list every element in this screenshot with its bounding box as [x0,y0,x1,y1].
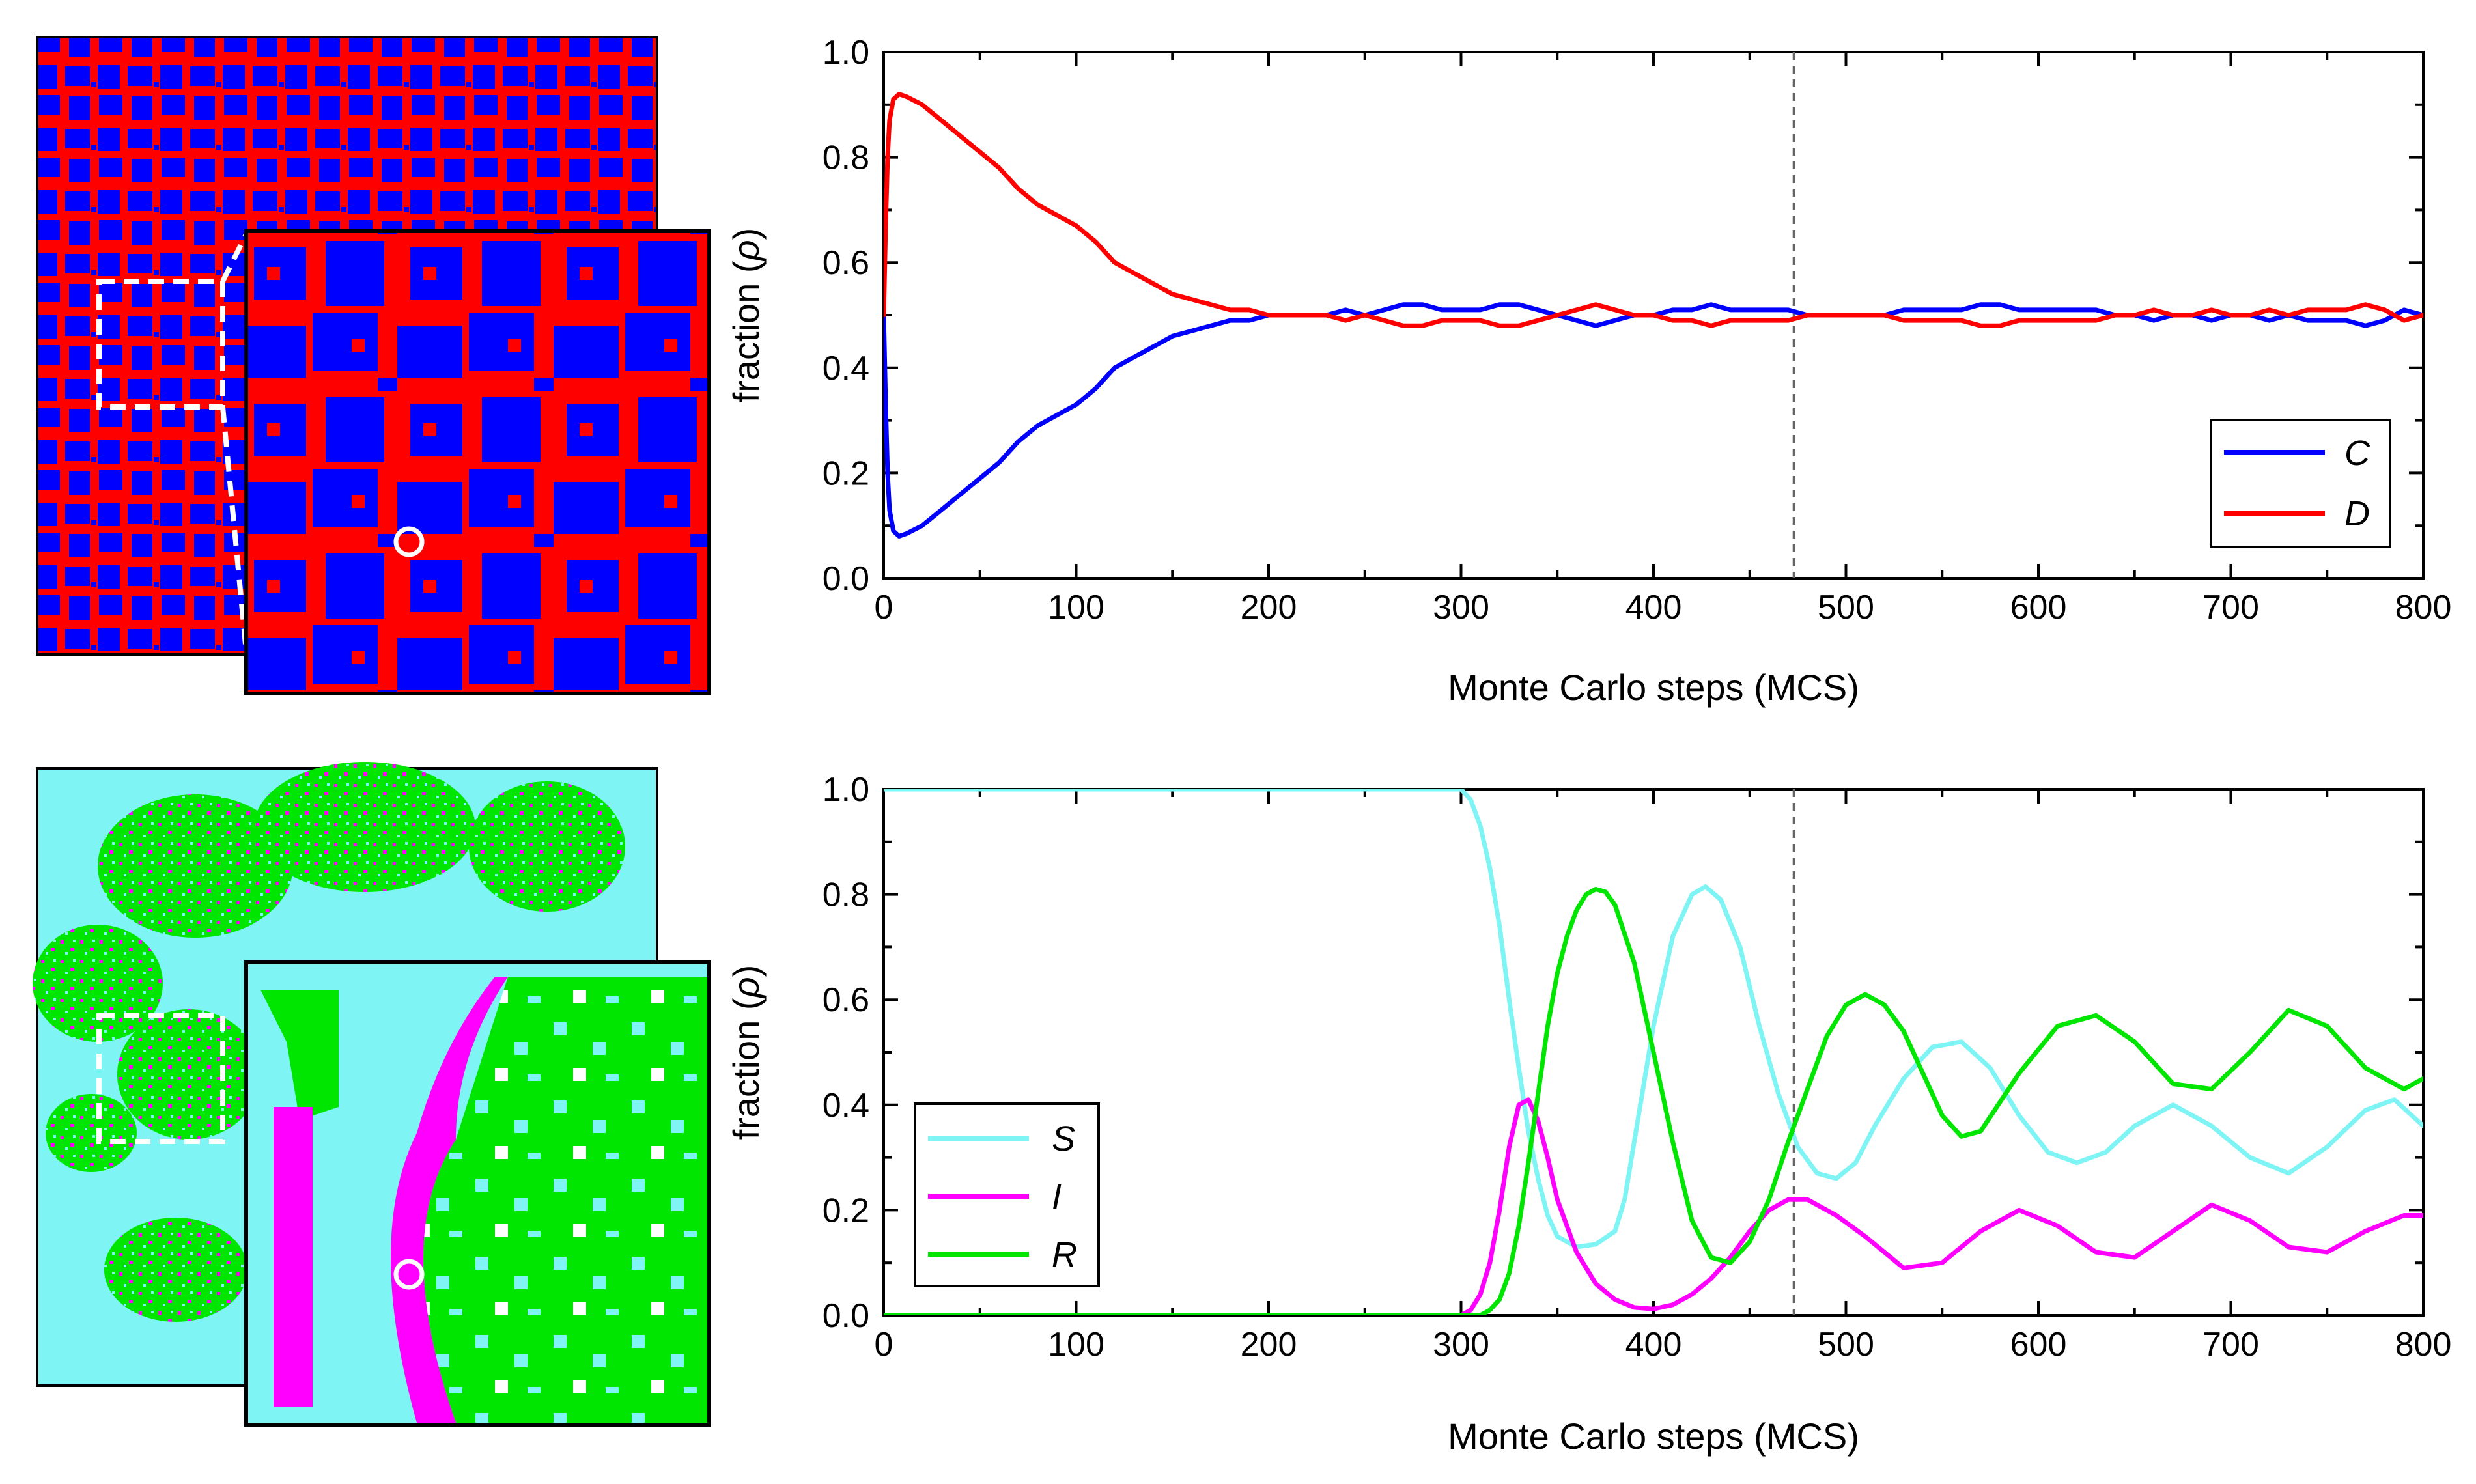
infection-cluster [104,1218,247,1322]
y-tick-label: 0.8 [823,139,869,177]
y-tick-label: 0.0 [823,1297,869,1335]
x-axis-title: Monte Carlo steps (MCS) [1448,667,1859,708]
x-tick-label: 0 [875,1326,893,1364]
y-tick-label: 1.0 [823,771,869,809]
series-line-C [884,302,2423,539]
lattice-zoom-inset [244,229,711,695]
y-tick-label: 0.0 [823,560,869,598]
infected-front [391,977,508,1423]
series-group [884,92,2423,539]
y-axis-title: fraction (ρ) [725,965,767,1140]
x-tick-label: 300 [1433,1326,1489,1364]
y-tick-label: 0.2 [823,1192,869,1229]
series-line-R [884,887,2423,1315]
chart-top: 0 100 200 300 400 500 600 700 800 0.00.20.40.60.… [725,34,2451,708]
x-tick-label: 200 [1241,589,1297,626]
legend-label-C: C [2344,434,2370,473]
x-tick-label: 600 [2010,1326,2067,1364]
focal-player-marker [393,526,425,557]
x-tick-label: 100 [1048,1326,1104,1364]
y-tick-label: 0.6 [823,244,869,282]
x-tick-label: 700 [2202,589,2259,626]
legend-label-S: S [1052,1119,1075,1158]
y-tick-label: 1.0 [823,34,869,72]
y-tick-label: 0.4 [823,1087,869,1125]
x-tick-label: 500 [1818,1326,1874,1364]
x-tick-labels: 0 100 200 300 400 500 600 700 800 [875,589,2452,626]
legend: C D [2210,419,2391,548]
x-tick-label: 0 [875,589,893,626]
x-tick-label: 600 [2010,589,2067,626]
infection-cluster [46,1094,137,1172]
infection-cluster [33,925,163,1042]
legend-label-R: R [1052,1235,1077,1274]
zoom-region-box [96,279,225,410]
x-tick-label: 800 [2395,589,2452,626]
infected-patch [274,1107,313,1407]
chart-bottom: 0 100 200 300 400 500 600 700 800 0.00.20.40.60.… [725,771,2451,1457]
x-tick-labels: 0 100 200 300 400 500 600 700 800 [875,1326,2452,1364]
cooperation-lattice-snapshot [36,36,711,695]
legend: S I R [914,1102,1100,1287]
y-tick-label: 0.4 [823,350,869,387]
y-tick-labels: 0.0 0.2 0.4 0.6 0.8 1.0 [823,34,869,598]
x-tick-label: 100 [1048,589,1104,626]
y-tick-labels: 0.0 0.2 0.4 0.6 0.8 1.0 [823,771,869,1335]
zoom-connector-bottom [220,406,249,652]
legend-label-I: I [1052,1177,1062,1216]
x-tick-label: 300 [1433,589,1489,626]
x-tick-label: 200 [1241,1326,1297,1364]
sir-lattice-snapshot [33,762,711,1427]
y-axis-title: fraction (ρ) [725,228,767,403]
zoom-connector-top [220,233,249,283]
x-axis-title: Monte Carlo steps (MCS) [1448,1416,1859,1457]
legend-label-D: D [2344,494,2370,533]
series-line-I [884,1097,2423,1315]
y-tick-label: 0.8 [823,876,869,914]
series-group [884,789,2423,1315]
infection-cluster [254,762,475,892]
axis-ticks [882,51,2425,580]
legend-box [2210,419,2391,548]
series-line-D [884,92,2423,328]
x-tick-label: 700 [2202,1326,2259,1364]
y-tick-label: 0.2 [823,455,869,492]
focal-player-marker [393,1259,425,1290]
y-tick-label: 0.6 [823,981,869,1019]
series-line-S [884,789,2423,1250]
zoom-region-box [96,1013,225,1144]
recovered-region [423,977,707,1423]
x-tick-label: 500 [1818,589,1874,626]
axis-ticks [882,788,2425,1317]
x-tick-label: 400 [1625,589,1682,626]
x-tick-label: 400 [1625,1326,1682,1364]
infection-cluster [98,794,293,938]
infection-cluster [469,781,625,912]
infection-cluster [117,1009,260,1140]
recovered-patch [260,990,339,1120]
x-tick-label: 800 [2395,1326,2452,1364]
